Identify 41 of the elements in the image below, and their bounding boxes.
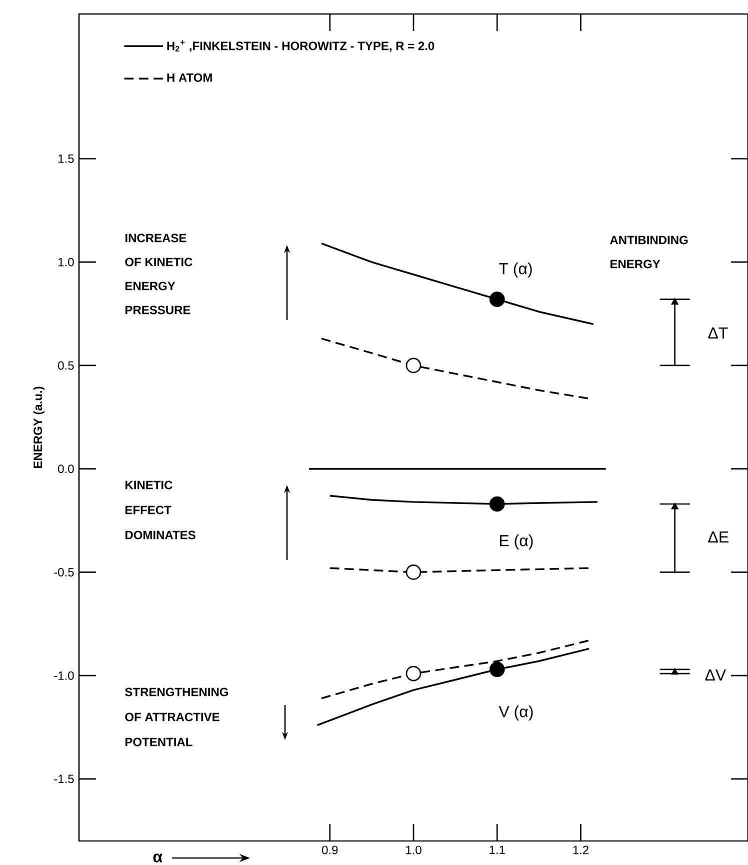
annotation: ANTIBINDING (610, 236, 688, 244)
legend-label: H$_{2}$$^{+}$ ,FINKELSTEIN - HOROWITZ - TYPE, R = 2.0 (167, 40, 434, 52)
legend-label: H ATOM (167, 73, 212, 82)
x-tick-label: 1.0 (406, 846, 422, 854)
y-tick-label: -1.5 (54, 774, 74, 784)
annotation: STRENGTHENING (125, 688, 228, 696)
annotation: EFFECT (126, 506, 172, 514)
point (406, 564, 422, 580)
y-tick-label: 0.5 (58, 361, 74, 370)
y-axis-title: ENERGY (a.u.) (33, 386, 44, 468)
y-tick-label: -0.5 (54, 568, 74, 576)
annotation: V (α) (498, 706, 533, 720)
y-tick-label: 0.0 (58, 464, 74, 474)
annotation: ΔV (705, 670, 726, 680)
annotation: ENERGY (126, 282, 176, 290)
annotation: ΔT (708, 328, 728, 338)
annotation: PRESSURE (126, 306, 190, 314)
y-tick-label: -1.0 (54, 671, 74, 680)
x-tick-label: 1.1 (490, 846, 505, 854)
x-tick-label: 0.9 (322, 846, 338, 854)
annotation: ΔE (708, 532, 728, 542)
y-tick-label: 1.0 (58, 258, 74, 266)
annotation: OF ATTRACTIVE (125, 712, 220, 722)
annotation: E (α) (500, 534, 533, 550)
annotation: KINETIC (126, 480, 172, 490)
annotation: T (α) (499, 262, 532, 278)
x-tick-label: 1.2 (573, 846, 588, 854)
annotation: DOMINATES (126, 530, 196, 540)
annotation: POTENTIAL (126, 738, 192, 746)
line-series (316, 648, 590, 726)
x-axis-title: α (153, 854, 162, 862)
annotation: ENERGY (610, 260, 660, 268)
point (489, 292, 505, 307)
line-series (320, 640, 590, 700)
y-tick-label: 1.5 (58, 154, 74, 163)
point (489, 662, 505, 678)
point (489, 496, 505, 512)
annotation: INCREASE (126, 234, 186, 242)
point (406, 358, 422, 374)
annotation: OF KINETIC (125, 258, 192, 266)
point (406, 666, 422, 682)
